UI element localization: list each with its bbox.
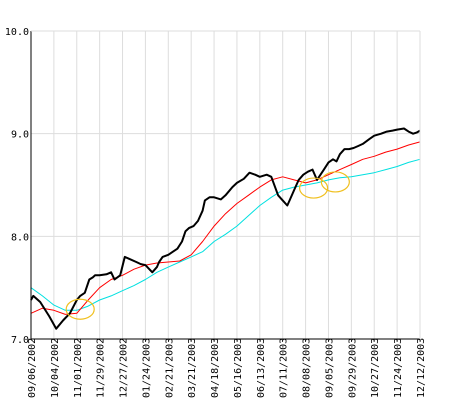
- y-tick-label: 8.0: [11, 232, 29, 243]
- x-tick-label: 03/21/2003: [187, 338, 198, 398]
- series-group: [30, 127, 421, 330]
- x-tick-label: 08/08/2003: [302, 338, 313, 398]
- y-tick-label: 10.0: [5, 27, 29, 38]
- x-tick-label: 12/12/2003: [416, 338, 427, 398]
- x-tick-label: 12/27/2002: [119, 338, 130, 398]
- x-tick-labels: 09/06/2002 10/04/2002 11/01/2002 11/29/2002…: [27, 338, 427, 398]
- x-tick-label: 09/05/2003: [324, 338, 335, 398]
- price-line: [30, 127, 421, 330]
- y-tick-label: 9.0: [11, 130, 29, 141]
- x-tick-label: 09/29/2003: [347, 338, 358, 398]
- crossover-highlight-ellipse: [320, 171, 350, 193]
- x-tick-label: 02/21/2003: [164, 338, 175, 398]
- y-tick-label: 7.0: [11, 335, 29, 346]
- axes: [30, 30, 421, 340]
- x-tick-label: 05/16/2003: [233, 338, 244, 398]
- x-tick-label: 11/01/2002: [73, 338, 84, 398]
- x-tick-label: 10/04/2002: [50, 338, 61, 398]
- crossover-highlight-ellipse: [298, 177, 329, 199]
- slow-moving-average-line: [30, 158, 421, 311]
- x-tick-label: 01/24/2003: [141, 338, 152, 398]
- y-tick-labels: 7.0 8.0 9.0 10.0: [5, 27, 29, 346]
- x-tick-label: 09/06/2002: [27, 338, 38, 398]
- x-tick-label: 04/18/2003: [210, 338, 221, 398]
- x-tick-label: 07/11/2003: [279, 338, 290, 398]
- x-tick-label: 11/24/2003: [393, 338, 404, 398]
- x-tick-label: 11/29/2002: [96, 338, 107, 398]
- x-tick-label: 10/27/2003: [370, 338, 381, 398]
- fast-moving-average-line: [30, 141, 421, 315]
- x-tick-label: 06/13/2003: [256, 338, 267, 398]
- crossover-highlights: [65, 171, 350, 320]
- grid: [30, 30, 421, 340]
- crossover-highlight-ellipse: [65, 298, 95, 320]
